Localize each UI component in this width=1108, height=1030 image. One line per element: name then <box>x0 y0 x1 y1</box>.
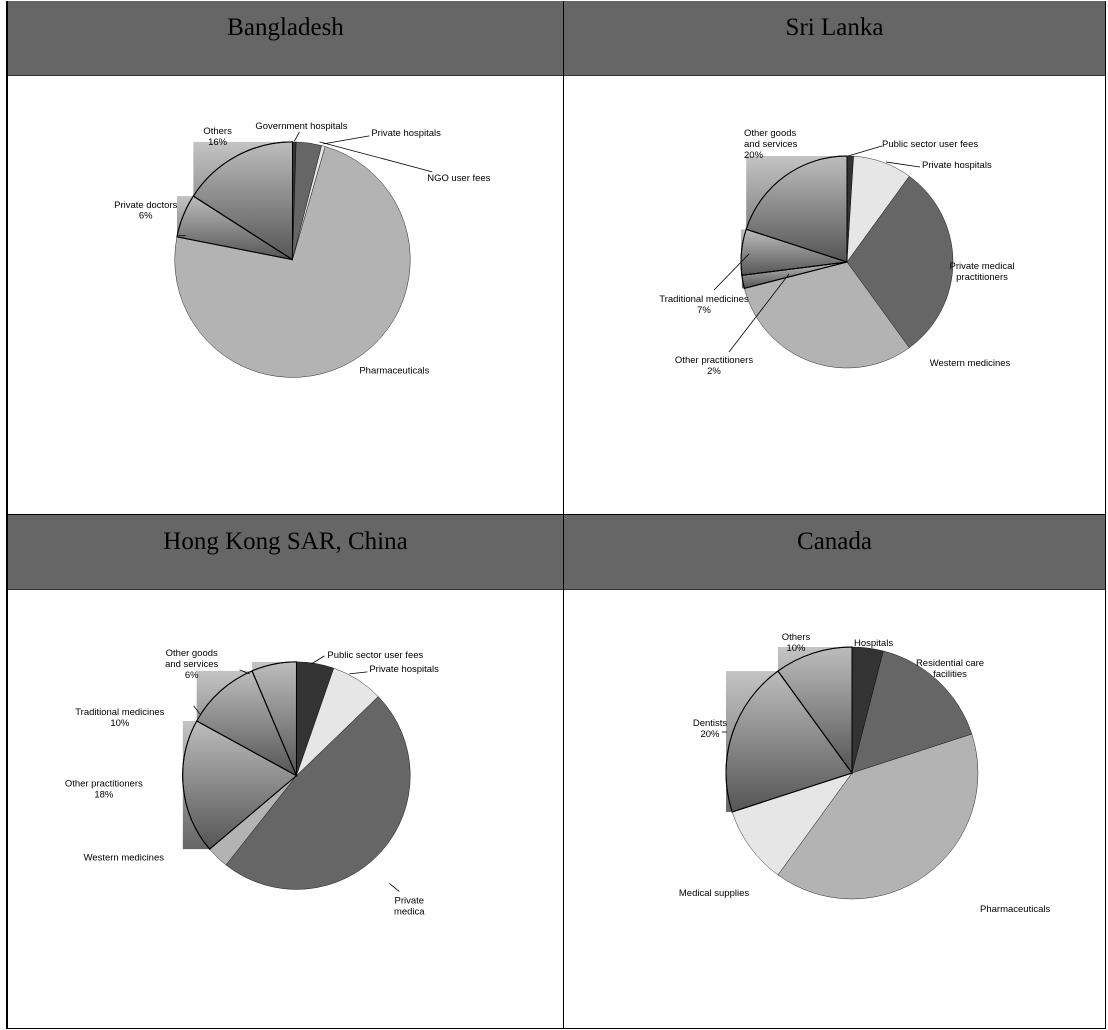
data-label-private-hospitals: Private hospitals <box>369 664 439 675</box>
data-label-residential-care-facilities: Residential care facilities <box>916 658 984 680</box>
panel-bangladesh: Bangladesh Government hospitals Private h… <box>6 1 564 515</box>
pie-chart-sri-lanka: Public sector user fees Private hospitals… <box>564 76 1105 514</box>
slice-outline <box>182 720 298 850</box>
data-label-private-doctors: Private doctors 6% <box>114 200 177 222</box>
data-label-hospitals: Hospitals <box>854 638 893 649</box>
pie-slice-private-medica <box>225 696 411 890</box>
leader-line <box>728 273 790 353</box>
data-label-private-medical-practitioners: Private medical practitioners <box>950 261 1015 283</box>
panel-title: Sri Lanka <box>564 1 1105 76</box>
pie-svg: Hospitals Residential care facilities Pharm… <box>679 632 1051 915</box>
leader-line <box>885 161 921 168</box>
leader-line <box>319 141 433 173</box>
data-label-ngo-user-fees: NGO user fees <box>427 173 490 184</box>
leader-line <box>389 883 400 892</box>
data-label-traditional-medicines: Traditional medicines 10% <box>75 707 164 729</box>
data-label-pharmaceuticals: Pharmaceuticals <box>359 365 429 376</box>
data-label-western-medicines: Western medicines <box>930 358 1011 369</box>
data-label-government-hospitals: Government hospitals <box>255 121 347 132</box>
pie-chart-bangladesh: Government hospitals Private hospitals NGO… <box>8 76 563 514</box>
slice-outline <box>777 646 853 775</box>
data-label-others: Others 10% <box>782 632 811 654</box>
panel-title: Canada <box>564 515 1105 590</box>
data-label-medical-supplies: Medical supplies <box>679 888 749 899</box>
panel-title: Bangladesh <box>8 1 563 76</box>
leader-line <box>323 135 370 145</box>
data-label-dentists: Dentists 20% <box>693 718 728 740</box>
pie-chart-hong-kong: Public sector user fees Private hospitals… <box>8 590 563 1028</box>
panel-canada: Canada Hospitals Residential care faciliti… <box>564 515 1106 1029</box>
data-label-other-goods-and-services: Other goods and services 6% <box>165 648 218 681</box>
slice-outline <box>192 141 293 261</box>
slice-outline <box>251 661 297 776</box>
leader-line <box>847 145 883 157</box>
leader-line <box>193 705 200 715</box>
panel-sri-lanka: Sri Lanka Public sector user fees Private… <box>564 1 1106 515</box>
data-label-private-hospitals: Private hospitals <box>371 128 441 139</box>
data-label-public-sector-user-fees: Public sector user fees <box>882 139 978 150</box>
leader-line <box>311 655 325 665</box>
pie-slice-private-medical-practitioners <box>846 175 954 349</box>
slice-outline <box>725 670 853 813</box>
pie-svg: Public sector user fees Private hospitals… <box>659 128 1015 377</box>
pie-slice-residential-care-facilities <box>851 650 973 774</box>
pie-chart-canada: Hospitals Residential care facilities Pharm… <box>564 590 1105 1028</box>
pie-slice-pharmaceuticals <box>777 733 979 900</box>
data-label-western-medicines: Western medicines <box>84 853 165 864</box>
data-label-public-sector-user-fees: Public sector user fees <box>327 650 423 661</box>
pie-slice-medical-supplies <box>731 772 853 876</box>
chart-grid: Bangladesh Government hospitals Private h… <box>6 1 1106 1029</box>
data-label-other-practitioners: Other practitioners 18% <box>65 779 143 801</box>
data-label-other-practitioners: Other practitioners 2% <box>675 355 753 377</box>
leader-line <box>713 253 750 291</box>
panel-hong-kong: Hong Kong SAR, China Public sector user … <box>6 515 564 1029</box>
data-label-traditional-medicines: Traditional medicines 7% <box>659 294 749 316</box>
data-label-private-medica: Private medica <box>394 895 425 917</box>
pie-slice-pharmaceuticals <box>174 146 411 378</box>
slice-outline <box>196 670 298 777</box>
leader-line <box>294 131 300 142</box>
data-label-others: Others 16% <box>203 126 232 148</box>
leader-line <box>349 671 368 675</box>
data-label-other-goods-and-services: Other goods and services 20% <box>744 128 798 161</box>
pie-svg: Public sector user fees Private hospitals… <box>65 648 439 918</box>
pie-svg: Government hospitals Private hospitals NGO… <box>114 121 491 378</box>
data-label-pharmaceuticals: Pharmaceuticals <box>980 904 1050 915</box>
leader-line <box>239 669 250 675</box>
pie-slice-western-medicines <box>744 261 910 369</box>
panel-title: Hong Kong SAR, China <box>8 515 563 590</box>
slice-outline <box>745 155 848 263</box>
data-label-private-hospitals: Private hospitals <box>922 160 992 171</box>
